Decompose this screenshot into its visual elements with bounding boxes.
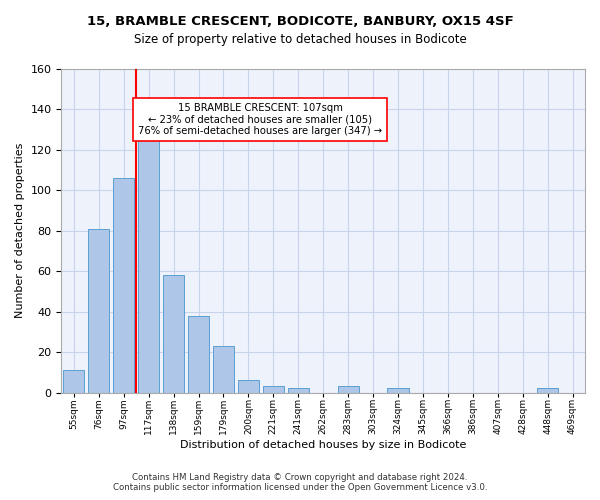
Bar [63,370,85,392]
Text: 15 BRAMBLE CRESCENT: 107sqm
← 23% of detached houses are smaller (105)
76% of se: 15 BRAMBLE CRESCENT: 107sqm ← 23% of det… [139,103,382,136]
Bar [188,316,209,392]
Bar [213,346,234,393]
Text: 15, BRAMBLE CRESCENT, BODICOTE, BANBURY, OX15 4SF: 15, BRAMBLE CRESCENT, BODICOTE, BANBURY,… [86,15,514,28]
Bar [537,388,558,392]
Bar [287,388,309,392]
X-axis label: Distribution of detached houses by size in Bodicote: Distribution of detached houses by size … [180,440,466,450]
Bar [163,275,184,392]
Bar [138,130,159,392]
Bar [113,178,134,392]
Bar [88,228,109,392]
Bar [388,388,409,392]
Y-axis label: Number of detached properties: Number of detached properties [15,143,25,318]
Text: Contains HM Land Registry data © Crown copyright and database right 2024.
Contai: Contains HM Land Registry data © Crown c… [113,473,487,492]
Text: Size of property relative to detached houses in Bodicote: Size of property relative to detached ho… [134,32,466,46]
Bar [238,380,259,392]
Bar [263,386,284,392]
Bar [338,386,359,392]
